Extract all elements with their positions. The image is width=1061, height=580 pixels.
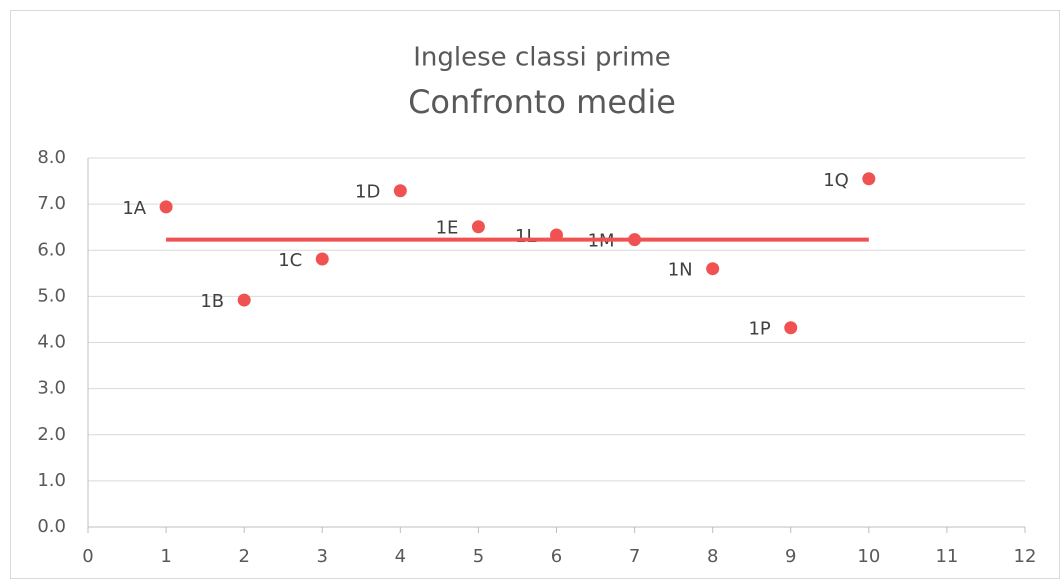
x-tick-label: 2 — [238, 546, 249, 567]
chart-frame — [10, 10, 1060, 579]
point-label: 1L — [515, 226, 536, 247]
y-tick-label: 3.0 — [37, 378, 66, 399]
y-tick-label: 8.0 — [37, 147, 66, 168]
point-label: 1A — [122, 198, 146, 219]
point — [237, 293, 251, 307]
x-tick-label: 9 — [785, 546, 796, 567]
x-tick-label: 10 — [857, 546, 880, 567]
x-tick-label: 12 — [1014, 546, 1037, 567]
point — [393, 184, 407, 198]
point — [471, 220, 485, 234]
x-tick-label: 11 — [935, 546, 958, 567]
y-tick-label: 2.0 — [37, 424, 66, 445]
point-label: 1D — [355, 182, 380, 203]
point — [862, 172, 876, 186]
y-tick-label: 0.0 — [37, 516, 66, 537]
chart-title: Confronto medie — [408, 83, 676, 121]
x-tick-label: 0 — [82, 546, 93, 567]
point-label: 1P — [748, 319, 770, 340]
x-tick-label: 1 — [160, 546, 171, 567]
x-tick-label: 5 — [473, 546, 484, 567]
y-tick-label: 1.0 — [37, 470, 66, 491]
point-label: 1N — [668, 260, 693, 281]
x-tick-label: 7 — [629, 546, 640, 567]
point — [159, 200, 173, 214]
point-label: 1E — [436, 218, 459, 239]
point — [706, 262, 720, 276]
point — [315, 252, 329, 266]
chart-subtitle: Inglese classi prime — [413, 43, 670, 73]
x-tick-label: 4 — [395, 546, 406, 567]
x-tick-label: 6 — [551, 546, 562, 567]
y-tick-label: 5.0 — [37, 285, 66, 306]
y-tick-label: 4.0 — [37, 332, 66, 353]
point-label: 1Q — [823, 170, 849, 191]
x-tick-label: 3 — [317, 546, 328, 567]
point — [784, 321, 798, 335]
y-tick-label: 7.0 — [37, 193, 66, 214]
y-tick-label: 6.0 — [37, 239, 66, 260]
x-tick-label: 8 — [707, 546, 718, 567]
point-label: 1C — [278, 250, 302, 271]
point-label: 1B — [200, 291, 224, 312]
